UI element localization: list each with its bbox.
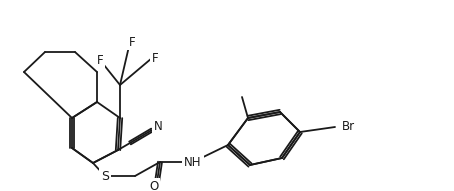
Text: F: F bbox=[152, 52, 158, 65]
Text: F: F bbox=[97, 53, 104, 66]
Text: Br: Br bbox=[342, 121, 355, 134]
Text: O: O bbox=[149, 180, 158, 191]
Text: F: F bbox=[128, 36, 135, 49]
Text: N: N bbox=[153, 120, 163, 133]
Text: NH: NH bbox=[184, 155, 202, 168]
Text: NH: NH bbox=[184, 155, 202, 168]
Text: S: S bbox=[101, 169, 109, 182]
